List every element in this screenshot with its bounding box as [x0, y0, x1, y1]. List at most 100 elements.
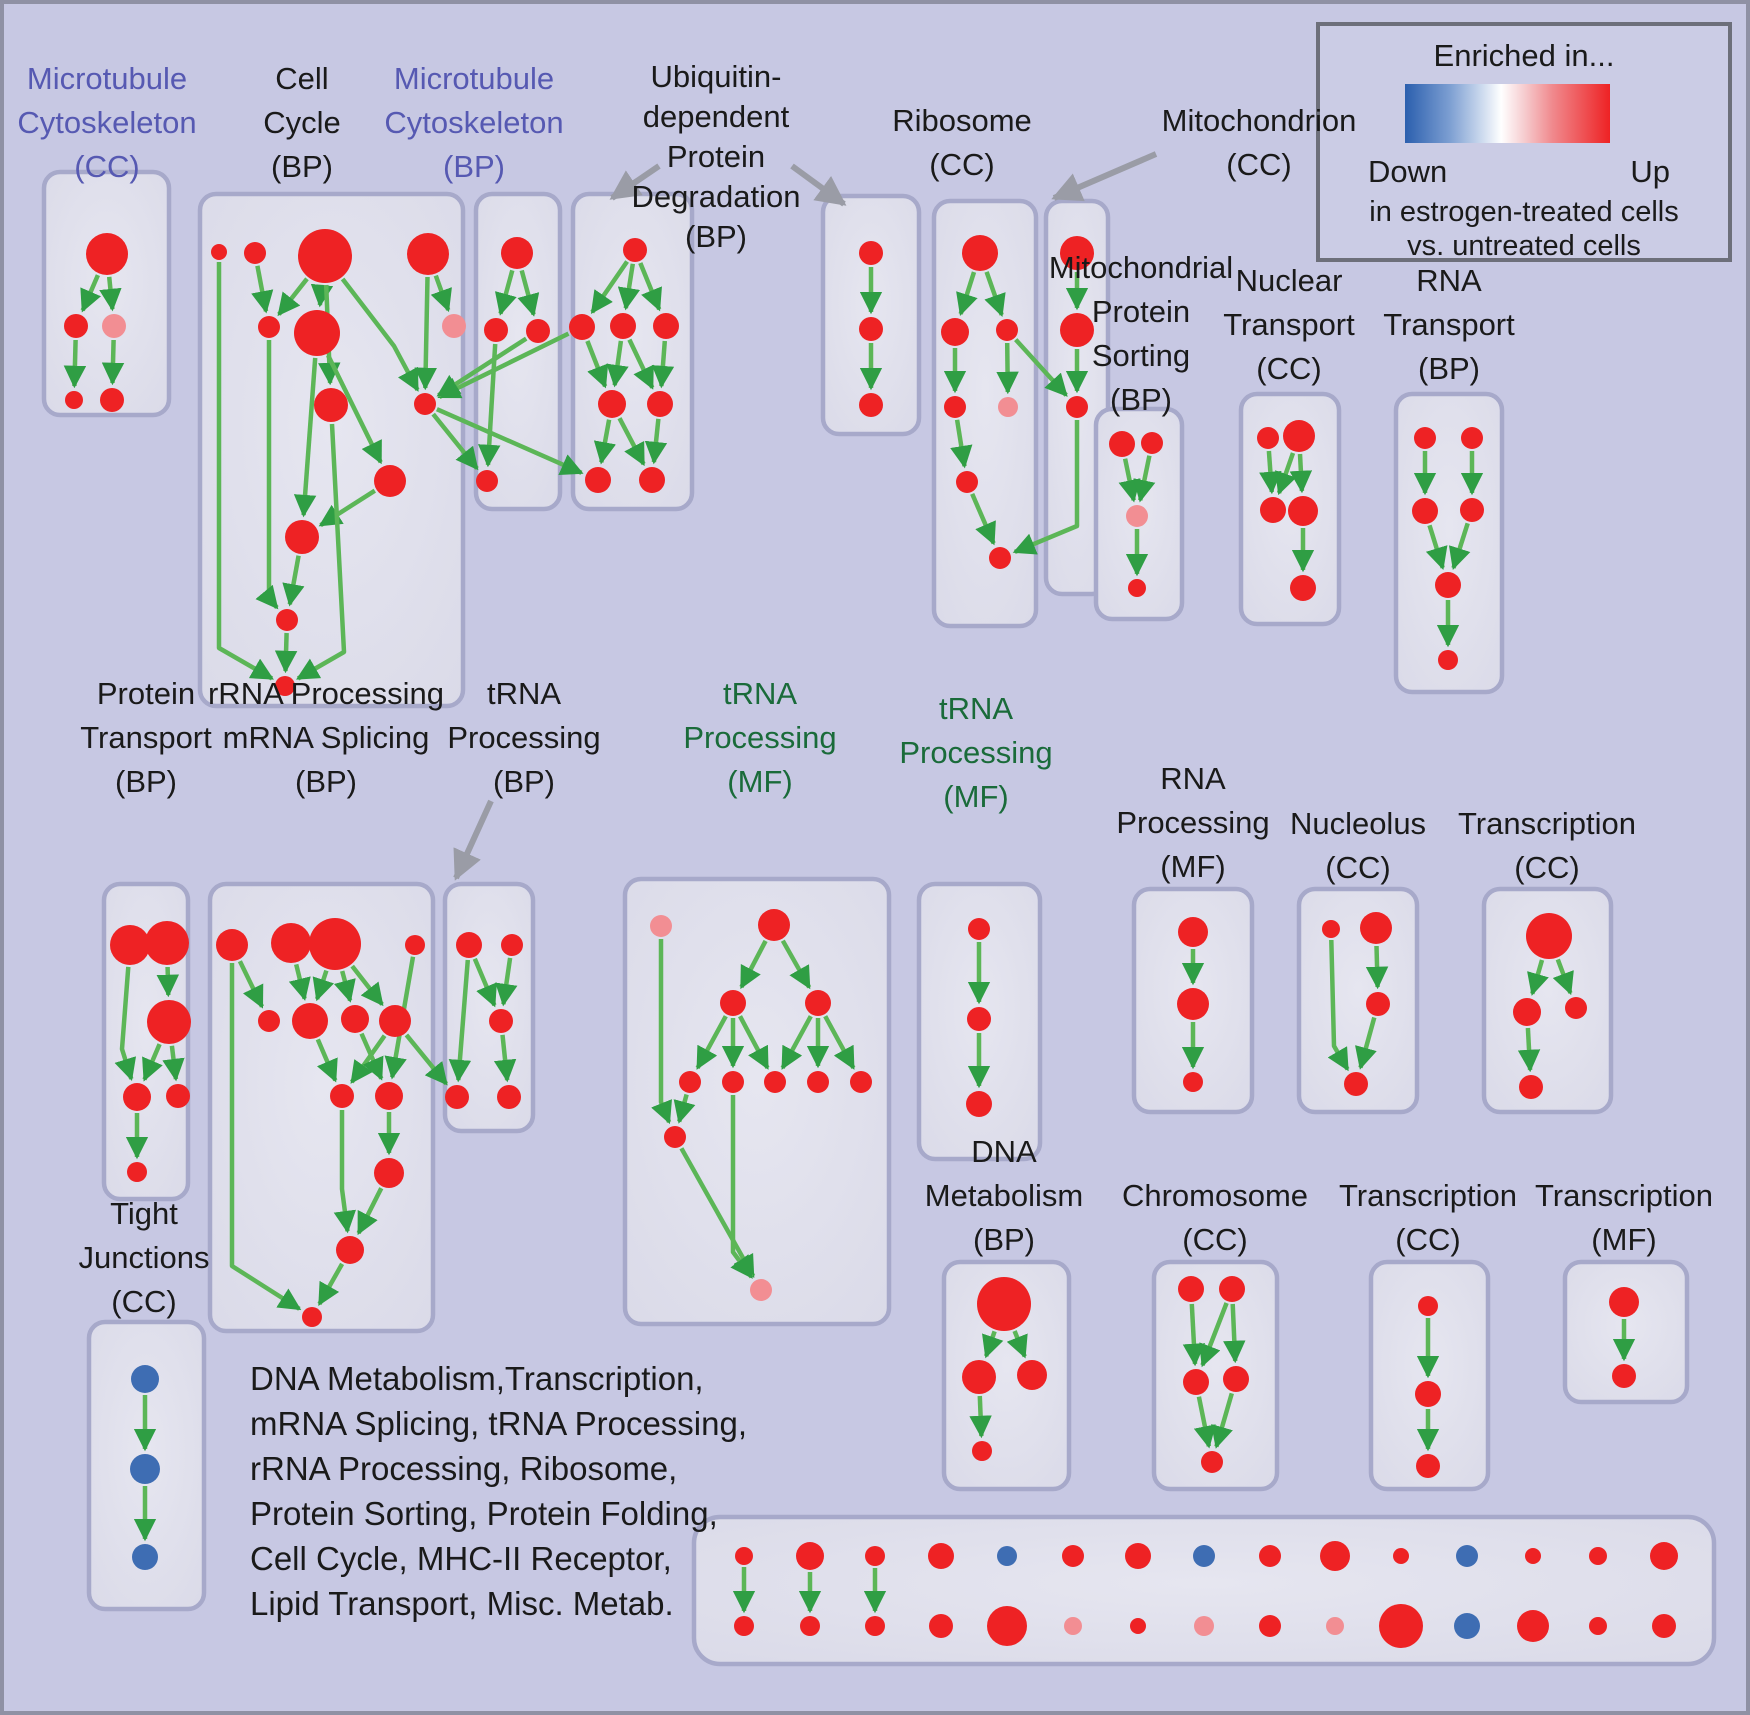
gene-node-chromosome-cc-0 [1178, 1276, 1204, 1302]
gene-node-trna-processing-mf-large-0 [650, 915, 672, 937]
edge-ubiquitin-bp-0 [590, 260, 629, 315]
gene-node-rrna-mrna-bp-6 [341, 1005, 369, 1033]
gene-node-ubiquitin-bp-6 [585, 467, 611, 493]
gene-node-ribosome-cc-1 [941, 318, 969, 346]
gene-node-mitochondrion-cc-0 [1060, 236, 1094, 270]
edge-ubiquitin-bp-6 [651, 340, 675, 389]
edge-trna-processing-mf-large-2 [695, 1015, 728, 1070]
gene-node-mito-protein-sorting-0 [1109, 431, 1135, 457]
edge-ubiquitin-bp-4 [606, 340, 629, 388]
gene-node-transcription-cc-mid-3 [1519, 1075, 1543, 1099]
edge-cell-cycle-5 [430, 274, 452, 313]
gene-node-rna-transport-bp-1 [1461, 427, 1483, 449]
edge-transcription-cc-mid-2 [1517, 1027, 1541, 1073]
gene-node-rrna-mrna-bp-10 [374, 1158, 404, 1188]
edge-microtubule-bp-2 [477, 343, 501, 468]
edge-ubiquitin-bp-7 [593, 419, 617, 465]
group-box-microtubule-cc [41, 169, 172, 418]
edge-dna-metabolism-bp-2 [969, 1395, 992, 1439]
edge-chromosome-cc-2 [1223, 1303, 1246, 1364]
gene-node-chromosome-cc-4 [1201, 1451, 1223, 1473]
gene-node-nuclear-transport-cc-4 [1290, 575, 1316, 601]
edge-cell-cycle-2 [310, 283, 334, 308]
gene-node-rna-transport-bp-2 [1412, 498, 1438, 524]
edge-ribosome-cc-4 [950, 419, 973, 469]
gene-node-ribosome-cc-0 [962, 235, 998, 271]
edge-transcription-cc-mid-1 [1552, 958, 1574, 996]
edge-cell-cycle-7 [326, 354, 383, 465]
misc-node-bottom-14 [1652, 1614, 1676, 1638]
misc-node-top-13 [1589, 1547, 1607, 1565]
gene-node-cell-cycle-6 [442, 314, 466, 338]
gene-node-tight-junctions-cc-1 [130, 1454, 160, 1484]
edge-trna-processing-mf-large-4 [738, 1015, 770, 1070]
gene-node-microtubule-cc-3 [65, 391, 83, 409]
edge-rna-transport-bp-3 [1448, 522, 1471, 571]
gene-node-trna-processing-bp-1 [501, 934, 523, 956]
misc-node-bottom-1 [800, 1616, 820, 1636]
cross-edge-5 [1012, 420, 1080, 555]
misc-node-top-0 [735, 1547, 753, 1565]
gene-node-tight-junctions-cc-0 [131, 1365, 159, 1393]
gene-node-rrna-mrna-bp-0 [216, 929, 248, 961]
gene-node-ubiquitin-bp-0 [623, 238, 647, 262]
misc-node-top-1 [796, 1542, 824, 1570]
gene-node-ribosome-cc-5 [956, 471, 978, 493]
group-box-rna-transport-bp [1393, 391, 1505, 695]
gene-node-trna-processing-mf-small-2 [966, 1091, 992, 1117]
gene-node-dna-metabolism-bp-3 [972, 1441, 992, 1461]
misc-node-top-5 [1062, 1545, 1084, 1567]
gene-node-cell-cycle-3 [407, 233, 449, 275]
gene-node-trna-processing-mf-large-4 [679, 1071, 701, 1093]
edge-rrna-mrna-bp-12 [317, 1262, 345, 1306]
gene-node-trna-processing-bp-3 [445, 1085, 469, 1109]
legend-subtitle-line2: vs. untreated cells [1407, 230, 1641, 262]
cross-edge-2 [435, 407, 584, 475]
edge-cell-cycle-4 [340, 277, 420, 392]
edge-ubiquitin-bp-3 [585, 340, 609, 389]
gene-node-nucleolus-cc-1 [1360, 912, 1392, 944]
gene-node-trna-processing-mf-small-0 [968, 918, 990, 940]
legend-down-label: Down [1368, 154, 1448, 189]
gene-node-nuclear-transport-cc-1 [1283, 420, 1315, 452]
gene-node-microtubule-bp-0 [501, 237, 533, 269]
gene-node-rrna-mrna-bp-8 [330, 1084, 354, 1108]
gene-node-ribosome-cc-6 [989, 547, 1011, 569]
gene-node-chromosome-cc-1 [1219, 1276, 1245, 1302]
gene-node-cell-cycle-9 [374, 465, 406, 497]
legend-gradient-bar [1405, 84, 1610, 143]
edge-rna-transport-bp-2 [1425, 524, 1448, 570]
misc-node-bottom-0 [734, 1616, 754, 1636]
misc-node-bottom-11 [1454, 1613, 1480, 1639]
misc-node-top-6 [1125, 1543, 1151, 1569]
gene-node-ubiquitin-bp-7 [639, 467, 665, 493]
legend-subtitle-line1: in estrogen-treated cells [1369, 196, 1679, 228]
gene-node-cell-cycle-2 [298, 229, 352, 283]
gene-node-microtubule-cc-4 [100, 388, 124, 412]
gene-node-ubiquitin-bp-5 [647, 391, 673, 417]
gene-node-protein-transport-bp-4 [166, 1084, 190, 1108]
label-pointer-arrow-2 [1051, 151, 1158, 202]
cross-edge-3 [436, 336, 528, 398]
gene-node-rrna-mrna-bp-5 [292, 1003, 328, 1039]
edge-cell-cycle-10 [255, 340, 279, 610]
gene-node-cell-cycle-7 [314, 388, 348, 422]
legend: Enriched in... Down Up in estrogen-treat… [1316, 22, 1732, 262]
gene-node-transcription-mf-0 [1609, 1287, 1639, 1317]
edge-protein-transport-bp-1 [156, 966, 180, 998]
edge-chromosome-cc-4 [1211, 1392, 1234, 1449]
misc-node-bottom-4 [987, 1606, 1027, 1646]
edge-trna-processing-bp-3 [493, 1034, 517, 1083]
edge-protein-transport-bp-3 [162, 1045, 185, 1082]
group-box-microtubule-bp [473, 191, 563, 512]
edge-dna-metabolism-bp-1 [1006, 1330, 1028, 1359]
gene-node-protein-transport-bp-2 [147, 1000, 191, 1044]
group-box-chromosome-cc [1151, 1259, 1280, 1492]
gene-node-rrna-mrna-bp-9 [375, 1082, 403, 1110]
gene-node-cell-cycle-11 [276, 609, 298, 631]
gene-node-trna-processing-mf-large-5 [722, 1071, 744, 1093]
misc-node-top-9 [1320, 1541, 1350, 1571]
gene-node-ubiquitin-bp-3 [653, 313, 679, 339]
edge-ribosome-cc-5 [970, 493, 996, 546]
misc-node-bottom-3 [929, 1614, 953, 1638]
